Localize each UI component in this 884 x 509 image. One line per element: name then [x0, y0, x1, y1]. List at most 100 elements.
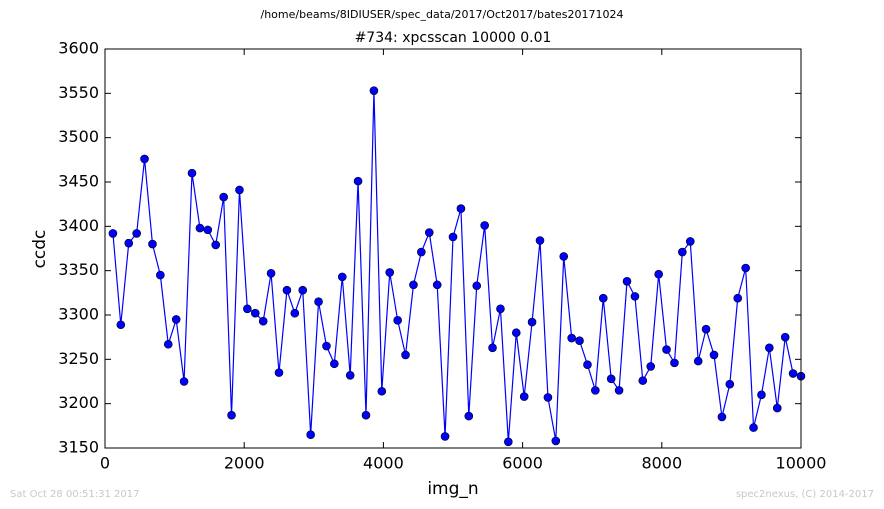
- data-point: [654, 269, 663, 279]
- data-point: [440, 432, 450, 441]
- data-point: [488, 343, 497, 353]
- data-point: [361, 410, 371, 420]
- series-line: [112, 90, 802, 442]
- data-point: [551, 436, 561, 446]
- data-point: [140, 154, 149, 164]
- data-point: [591, 386, 600, 395]
- y-tick-label: 3300: [58, 305, 99, 324]
- data-point: [662, 345, 671, 354]
- data-point: [258, 316, 268, 326]
- data-point: [646, 362, 656, 371]
- y-axis-label: ccdc: [30, 230, 50, 269]
- data-point: [266, 269, 276, 278]
- y-tick-label: 3350: [58, 260, 99, 279]
- data-point: [148, 239, 157, 249]
- data-point: [337, 272, 347, 282]
- data-point: [598, 293, 608, 303]
- y-tick-label: 3600: [58, 39, 99, 58]
- data-point: [156, 270, 165, 280]
- x-tick-label: 0: [100, 454, 110, 473]
- data-point: [179, 377, 189, 386]
- data-point: [345, 370, 355, 380]
- data-point: [314, 297, 323, 307]
- data-point: [432, 280, 442, 290]
- x-tick-label: 2000: [224, 454, 265, 473]
- data-point: [749, 423, 758, 432]
- data-point: [543, 393, 553, 402]
- data-point: [456, 204, 466, 213]
- data-point: [583, 360, 592, 369]
- data-point: [606, 374, 616, 384]
- data-point: [187, 168, 197, 178]
- data-point: [733, 293, 743, 303]
- data-point: [535, 236, 545, 245]
- y-tick-label: 3450: [58, 172, 99, 191]
- data-point: [527, 317, 537, 327]
- data-point: [472, 281, 482, 291]
- x-axis-label: img_n: [427, 479, 478, 499]
- y-tick-label: 3150: [58, 438, 99, 457]
- data-point: [741, 263, 750, 273]
- x-tick-label: 6000: [502, 454, 543, 473]
- data-point: [765, 343, 774, 353]
- data-point: [685, 237, 695, 246]
- data-point: [480, 221, 489, 230]
- data-point: [195, 223, 205, 233]
- suptitle: /home/beams/8IDIUSER/spec_data/2017/Oct2…: [261, 8, 624, 21]
- data-point: [709, 350, 719, 360]
- data-point: [424, 228, 434, 237]
- data-point: [575, 336, 584, 346]
- y-tick-label: 3250: [58, 349, 99, 368]
- data-point: [163, 339, 173, 349]
- data-point: [670, 358, 679, 368]
- data-point: [203, 225, 213, 235]
- data-point: [124, 238, 134, 248]
- data-point: [780, 332, 790, 342]
- data-point: [282, 285, 292, 295]
- data-point: [725, 379, 735, 389]
- data-point: [788, 369, 798, 378]
- data-point: [330, 359, 339, 369]
- x-tick-label: 8000: [641, 454, 682, 473]
- y-tick-label: 3400: [58, 216, 99, 235]
- data-point: [757, 390, 766, 400]
- data-point: [250, 308, 260, 318]
- data-point: [417, 247, 426, 257]
- data-point: [132, 229, 141, 238]
- data-point: [377, 386, 387, 396]
- data-point: [638, 376, 648, 385]
- x-tick-label: 4000: [363, 454, 404, 473]
- data-point: [496, 304, 505, 314]
- data-point: [227, 410, 236, 420]
- data-point: [678, 247, 687, 257]
- data-point: [235, 185, 244, 195]
- data-point: [401, 350, 410, 360]
- data-point: [393, 316, 402, 325]
- data-point: [701, 324, 711, 334]
- footer-left: Sat Oct 28 00:51:31 2017: [10, 489, 140, 500]
- data-point: [504, 437, 513, 447]
- data-point: [219, 192, 228, 202]
- data-point: [298, 285, 308, 295]
- data-point: [630, 292, 640, 301]
- data-point: [511, 328, 521, 338]
- y-tick-label: 3200: [58, 393, 99, 412]
- data-point: [211, 240, 221, 250]
- data-point: [243, 304, 252, 314]
- data-point: [369, 86, 379, 95]
- data-point: [567, 333, 576, 343]
- data-point: [693, 356, 703, 366]
- data-point: [772, 403, 782, 413]
- data-point: [274, 368, 284, 377]
- chart-title: #734: xpcsscan 10000 0.01: [355, 30, 552, 46]
- data-point: [409, 280, 418, 290]
- y-tick-label: 3500: [58, 127, 99, 146]
- data-point: [108, 229, 118, 238]
- data-point: [290, 308, 300, 318]
- data-point: [559, 252, 569, 261]
- x-tick-label: 10000: [776, 454, 827, 473]
- data-point: [448, 232, 458, 242]
- footer-right: spec2nexus, (C) 2014-2017: [736, 489, 874, 500]
